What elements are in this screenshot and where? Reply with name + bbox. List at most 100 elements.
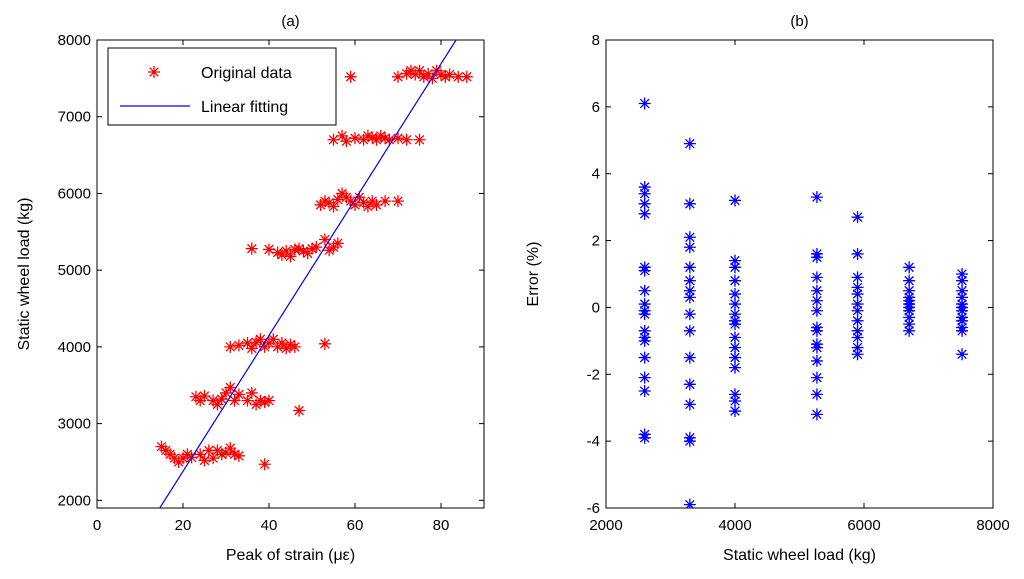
data-point xyxy=(361,129,374,142)
data-point xyxy=(245,242,258,255)
x-axis-label: Static wheel load (kg) xyxy=(723,547,876,564)
data-point xyxy=(729,261,741,274)
data-point xyxy=(683,308,696,321)
data-point xyxy=(851,304,864,317)
data-point xyxy=(903,304,916,317)
data-point xyxy=(851,211,864,224)
data-point xyxy=(417,70,430,83)
data-point xyxy=(267,333,280,346)
data-point xyxy=(288,243,301,256)
data-point xyxy=(638,187,651,200)
data-point xyxy=(318,195,331,208)
data-point xyxy=(370,198,383,211)
data-point xyxy=(241,394,254,407)
data-point xyxy=(198,389,211,402)
data-point xyxy=(353,191,366,204)
y-tick-label: 2 xyxy=(592,233,600,250)
data-point xyxy=(810,284,823,297)
data-point xyxy=(349,132,361,145)
data-point xyxy=(340,135,353,148)
data-point xyxy=(683,378,696,391)
data-point xyxy=(683,231,696,244)
x-tick-label: 60 xyxy=(347,517,364,534)
data-point xyxy=(956,268,969,280)
y-tick-label: 6 xyxy=(592,99,600,116)
chart-title: (b) xyxy=(790,13,808,30)
data-point xyxy=(379,195,392,208)
data-point xyxy=(956,324,969,337)
data-point xyxy=(638,97,651,110)
data-point xyxy=(392,195,404,208)
data-point xyxy=(851,341,864,354)
data-point xyxy=(400,67,413,80)
data-point xyxy=(683,398,696,411)
x-tick-label: 20 xyxy=(175,517,192,534)
data-point xyxy=(215,393,228,406)
data-point xyxy=(379,132,392,145)
y-tick-label: 6000 xyxy=(58,185,91,202)
data-point xyxy=(336,129,349,142)
fit-line xyxy=(159,40,457,508)
data-point xyxy=(263,394,275,407)
data-point xyxy=(729,351,741,364)
data-point xyxy=(638,298,651,311)
data-point xyxy=(148,66,160,78)
data-point xyxy=(810,354,823,367)
data-point xyxy=(241,337,254,350)
data-point xyxy=(810,294,823,307)
data-point xyxy=(851,348,864,361)
x-tick-label: 4000 xyxy=(718,517,751,534)
data-point xyxy=(638,264,651,277)
data-point xyxy=(327,200,340,213)
data-point xyxy=(211,398,224,411)
data-point xyxy=(851,331,864,344)
data-point xyxy=(903,318,916,331)
data-point xyxy=(194,394,207,407)
data-point xyxy=(956,348,969,361)
data-point xyxy=(638,324,651,337)
data-point xyxy=(258,396,271,409)
data-point xyxy=(851,324,864,337)
data-point xyxy=(224,442,237,455)
data-point xyxy=(729,361,741,374)
data-point xyxy=(361,200,374,213)
data-point xyxy=(224,340,237,353)
data-point xyxy=(413,64,426,77)
x-tick-label: 2000 xyxy=(589,517,622,534)
data-point xyxy=(220,386,232,399)
data-point xyxy=(443,68,456,81)
data-point xyxy=(956,274,969,287)
data-point xyxy=(638,181,651,194)
data-point xyxy=(638,207,651,220)
y-tick-label: 7000 xyxy=(58,109,91,126)
data-point xyxy=(280,244,293,257)
data-point xyxy=(638,351,651,364)
data-point xyxy=(956,314,969,327)
data-point xyxy=(638,371,651,384)
y-tick-label: 5000 xyxy=(58,262,91,279)
data-point xyxy=(374,129,387,142)
data-point xyxy=(422,67,435,80)
data-point xyxy=(638,308,651,321)
y-tick-label: 3000 xyxy=(58,416,91,433)
data-point xyxy=(331,237,344,250)
data-point xyxy=(683,351,696,364)
data-point xyxy=(903,311,916,324)
y-tick-label: 2000 xyxy=(58,492,91,509)
data-point xyxy=(245,386,258,399)
data-point xyxy=(851,281,864,294)
chart-panel-b: 2000 4000 6000 8000 -6 -4 -2 0 2 4 6 8 (b) Static whe… xyxy=(525,13,1010,564)
chart-title: (a) xyxy=(281,13,299,30)
y-axis-label: Error (%) xyxy=(525,242,542,307)
data-point xyxy=(327,133,340,146)
data-point xyxy=(851,314,864,327)
data-point xyxy=(232,388,245,401)
data-point xyxy=(729,331,741,344)
x-tick-label: 80 xyxy=(433,517,450,534)
data-point xyxy=(638,197,651,210)
data-point xyxy=(271,246,284,259)
y-tick-label: 8000 xyxy=(58,32,91,49)
data-point xyxy=(729,298,741,311)
data-point xyxy=(181,448,194,461)
